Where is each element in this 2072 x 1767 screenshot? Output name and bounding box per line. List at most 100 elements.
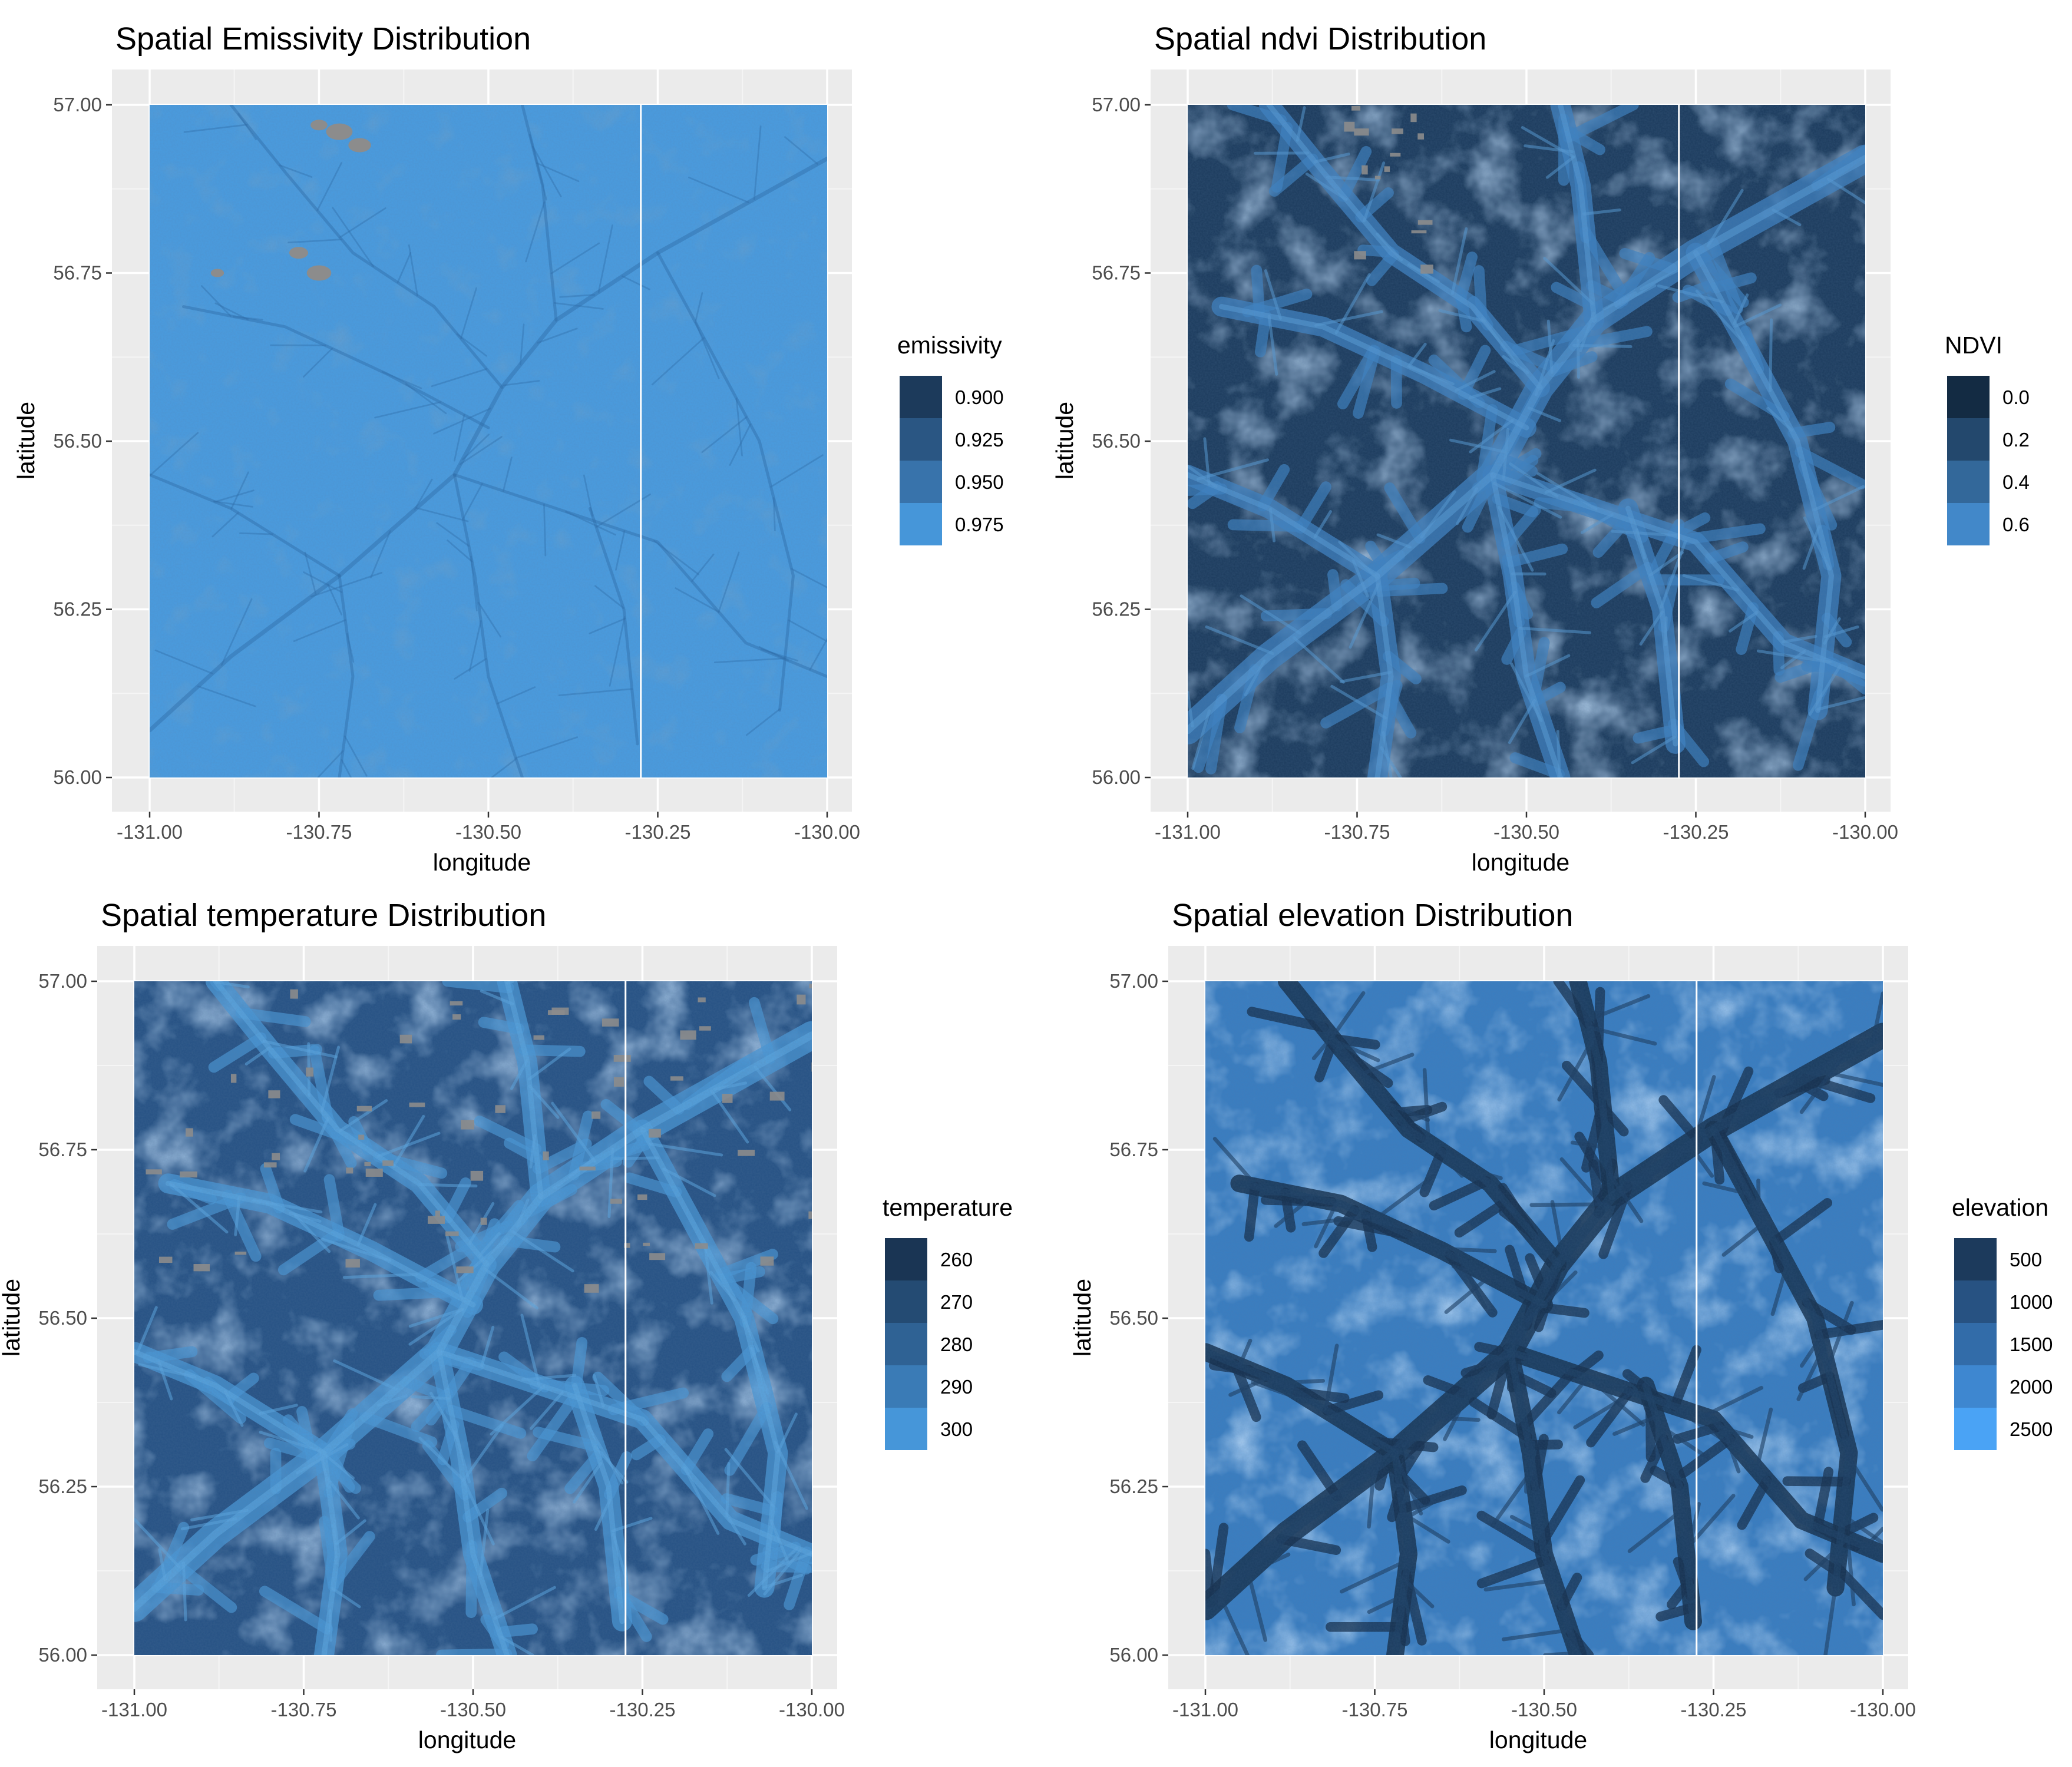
- y-axis-title: latitude: [1069, 1279, 1096, 1356]
- x-tick-label: -130.25: [1663, 821, 1729, 843]
- x-tick-label: -130.50: [440, 1699, 506, 1720]
- river-branch: [220, 598, 253, 666]
- y-axis-title: latitude: [0, 1279, 25, 1356]
- legend-label: 270: [940, 1291, 973, 1313]
- river-branch: [565, 511, 616, 536]
- na-patch: [610, 1199, 622, 1204]
- legend-key: [1954, 1323, 1997, 1365]
- na-patch: [769, 1091, 785, 1101]
- legend-label: 2000: [2010, 1376, 2053, 1398]
- legend-key: [1947, 418, 1990, 461]
- y-tick-label: 56.25: [38, 1475, 87, 1497]
- river-branch: [339, 207, 386, 239]
- na-patch: [680, 1030, 696, 1040]
- x-tick-label: -130.75: [286, 821, 352, 843]
- na-patch: [548, 1010, 565, 1015]
- x-axis-title: longitude: [433, 849, 531, 876]
- na-patch: [186, 1128, 193, 1137]
- river-branch: [414, 478, 433, 511]
- river-branch: [528, 134, 547, 201]
- na-patch: [146, 1169, 162, 1174]
- legend: elevation 500 1000 1500 2000 2500: [1952, 1194, 2053, 1450]
- na-patch: [358, 1134, 365, 1140]
- river-branch: [332, 207, 374, 267]
- y-tick-label: 56.75: [1092, 262, 1141, 284]
- river-branch: [459, 436, 503, 465]
- na-patch: [348, 138, 371, 153]
- na-patch: [159, 1256, 173, 1263]
- river-branch: [536, 162, 580, 183]
- river-branch: [470, 555, 478, 611]
- legend-key: [900, 418, 942, 461]
- na-patch: [289, 247, 308, 259]
- river-branch: [550, 242, 600, 274]
- legend-label: 0.925: [955, 429, 1004, 451]
- na-patch: [1390, 153, 1401, 157]
- na-patch: [272, 1153, 280, 1160]
- na-patch: [268, 1090, 280, 1098]
- na-patch: [1417, 133, 1424, 140]
- legend-label: 0.900: [955, 386, 1004, 408]
- river-branch: [729, 423, 752, 466]
- river-branch: [344, 735, 368, 777]
- y-tick-label: 56.25: [1092, 598, 1141, 620]
- river-branch: [279, 164, 313, 178]
- chart-title: Spatial temperature Distribution: [101, 898, 546, 933]
- river-branch: [745, 708, 781, 736]
- river-channel: [453, 473, 524, 777]
- raster-grain: [1205, 981, 1883, 1655]
- na-patch: [1411, 230, 1427, 234]
- river-branch: [341, 759, 352, 777]
- river-branch: [583, 474, 594, 517]
- legend-key: [1954, 1408, 1997, 1450]
- legend-key: [900, 503, 942, 545]
- x-tick-label: -130.00: [779, 1699, 845, 1720]
- river-branch: [433, 408, 491, 435]
- river-branch: [462, 434, 490, 461]
- river-branch: [491, 758, 517, 777]
- legend-label: 300: [940, 1418, 973, 1440]
- na-patch: [738, 1150, 755, 1156]
- river-branch: [316, 162, 342, 211]
- na-patch: [346, 1167, 353, 1174]
- legend-label: 500: [2010, 1249, 2042, 1270]
- na-patch: [1344, 121, 1355, 132]
- na-patch: [1392, 128, 1403, 134]
- legend-key: [1954, 1280, 1997, 1323]
- river-channel: [589, 507, 639, 746]
- legend-label: 0.0: [2002, 386, 2030, 408]
- x-tick-label: -131.00: [101, 1699, 167, 1720]
- na-patch: [1354, 251, 1366, 260]
- river-branch: [713, 657, 786, 664]
- river-branch: [558, 688, 633, 696]
- river-branch: [477, 601, 501, 638]
- chart-panel-4: -131.00 -130.75 -130.50 -130.25 -130.00 56.00…: [1069, 898, 2053, 1753]
- x-tick-label: -130.75: [1324, 821, 1390, 843]
- x-tick-label: -130.25: [625, 821, 691, 843]
- river-branch: [197, 685, 256, 707]
- river-branch: [183, 124, 248, 133]
- river-branch: [688, 176, 749, 204]
- y-tick-label: 57.00: [1092, 94, 1141, 115]
- na-patch: [809, 984, 812, 989]
- river-branch: [760, 648, 799, 662]
- na-patch: [543, 1151, 549, 1160]
- chart-panel-2: -131.00 -130.75 -130.50 -130.25 -130.00 56.00…: [1051, 21, 2030, 876]
- x-tick-label: -131.00: [1172, 1699, 1238, 1720]
- river-branch: [758, 646, 789, 661]
- river-branch: [200, 285, 232, 317]
- river-branch: [532, 145, 562, 197]
- river-branch: [405, 383, 447, 415]
- river-branch: [651, 337, 705, 386]
- na-patch: [613, 1077, 624, 1087]
- legend-key: [1947, 461, 1990, 503]
- legend-title: emissivity: [897, 332, 1002, 359]
- legend-title: NDVI: [1945, 332, 2002, 359]
- na-patch: [643, 1242, 650, 1246]
- na-patch: [624, 1243, 630, 1248]
- river-branch: [691, 553, 715, 583]
- river-branch: [447, 540, 473, 562]
- river-branch: [653, 540, 699, 575]
- na-patch: [591, 1111, 601, 1119]
- legend-title: temperature: [883, 1194, 1013, 1221]
